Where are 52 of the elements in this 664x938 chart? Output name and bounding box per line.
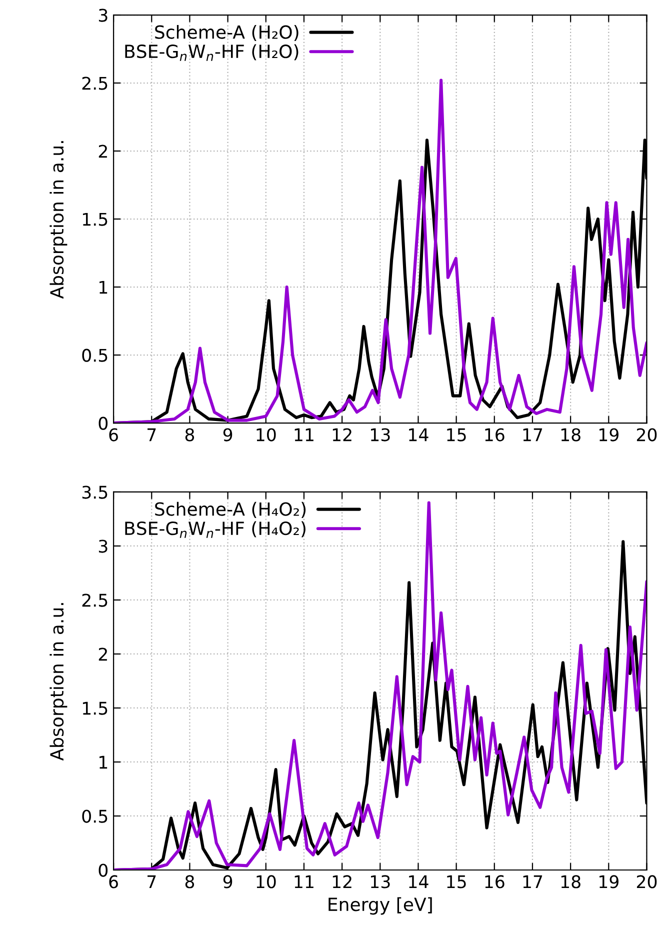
- x-tick-label: 8: [185, 428, 194, 442]
- y-axis-title: Absorption in a.u.: [50, 141, 68, 299]
- legend-label: BSE-G$_{n}$W$_{n}$-HF (H₂O): [125, 44, 298, 61]
- x-tick-label: 16: [485, 875, 504, 888]
- x-tick-label: 10: [256, 428, 276, 442]
- y-tick-label: 2.5: [82, 594, 108, 607]
- x-tick-label: 11: [294, 428, 314, 442]
- x-tick-label: 17: [523, 875, 542, 888]
- x-tick-label: 20: [636, 428, 657, 442]
- legend-label: Scheme-A (H₄O₂): [155, 502, 306, 518]
- x-axis-title: Energy [eV]: [328, 897, 432, 915]
- x-tick-label: 6: [109, 428, 118, 442]
- x-tick-label: 7: [148, 875, 156, 888]
- x-tick-label: 8: [185, 875, 194, 888]
- x-tick-label: 19: [600, 875, 618, 888]
- x-tick-label: 12: [332, 428, 352, 442]
- x-tick-label: 17: [523, 428, 542, 442]
- y-tick-label: 2: [98, 144, 107, 158]
- x-tick-label: 6: [109, 875, 118, 888]
- x-tick-label: 11: [294, 875, 314, 888]
- legend-label: BSE-G$_{n}$W$_{n}$-HF (H₄O₂): [125, 521, 306, 538]
- x-tick-label: 16: [485, 428, 504, 442]
- x-tick-label: 13: [371, 875, 390, 888]
- y-axis-title: Absorption in a.u.: [50, 603, 68, 761]
- x-tick-label: 15: [447, 875, 466, 888]
- x-tick-label: 20: [636, 875, 657, 888]
- legend-label: Scheme-A (H₂O): [155, 24, 298, 42]
- y-tick-label: 2: [98, 648, 107, 661]
- y-tick-label: 2.5: [82, 76, 108, 90]
- y-tick-label: 3: [98, 8, 108, 22]
- y-tick-label: 1: [100, 756, 108, 769]
- x-tick-label: 12: [332, 875, 352, 888]
- x-tick-label: 13: [371, 428, 390, 442]
- x-tick-label: 7: [148, 428, 156, 442]
- y-tick-label: 3.5: [82, 486, 108, 499]
- x-tick-label: 14: [409, 875, 428, 888]
- x-tick-label: 18: [561, 428, 580, 442]
- y-tick-label: 0.5: [82, 348, 108, 362]
- x-tick-label: 9: [223, 428, 232, 442]
- x-tick-label: 9: [223, 875, 232, 888]
- y-tick-label: 0: [98, 416, 108, 430]
- x-tick-label: 18: [561, 875, 580, 888]
- x-tick-label: 19: [600, 428, 618, 442]
- x-tick-label: 14: [409, 428, 428, 442]
- y-tick-label: 0.5: [82, 810, 108, 823]
- y-tick-label: 1.5: [82, 212, 108, 226]
- x-tick-label: 10: [256, 875, 276, 888]
- y-tick-label: 3: [98, 540, 108, 553]
- y-tick-label: 1: [100, 280, 108, 294]
- y-tick-label: 1.5: [82, 702, 108, 715]
- x-tick-label: 15: [447, 428, 466, 442]
- y-tick-label: 0: [98, 864, 108, 877]
